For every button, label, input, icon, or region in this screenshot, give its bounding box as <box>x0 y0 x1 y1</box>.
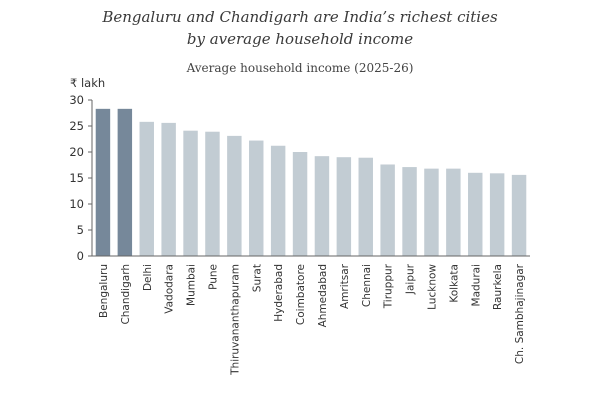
y-tick-label-20: 20 <box>69 145 84 159</box>
x-category-label: Chennai <box>361 264 373 307</box>
x-category-label: Jaipur <box>405 263 417 295</box>
bar-hyderabad <box>270 145 286 256</box>
x-category-label: Chandigarh <box>120 264 132 325</box>
x-category-label: Delhi <box>142 264 154 291</box>
y-tick-label-10: 10 <box>69 197 84 211</box>
y-axis: 0 5 10 15 20 25 30 <box>69 93 93 263</box>
x-category-label: Surat <box>251 264 263 292</box>
bar-jaipur <box>402 167 417 256</box>
chart-subtitle: Average household income (2025-26) <box>186 61 414 75</box>
x-category-label: Coimbatore <box>295 264 307 325</box>
x-category-label: Thiruvananthapuram <box>229 264 241 376</box>
x-category-label: Madurai <box>470 264 482 306</box>
bars-group <box>95 108 527 256</box>
x-category-label: Amritsar <box>339 263 351 309</box>
y-tick-label-15: 15 <box>69 171 84 185</box>
x-category-label: Raurkela <box>492 264 504 310</box>
chart-title-line-1: Bengaluru and Chandigarh are India’s ric… <box>102 8 498 26</box>
bar-bengaluru <box>95 108 111 256</box>
bar-chandigarh <box>117 108 133 256</box>
chart-title: Bengaluru and Chandigarh are India’s ric… <box>0 6 600 50</box>
x-category-label: Ahmedabad <box>317 264 329 327</box>
y-tick-label-30: 30 <box>69 93 84 107</box>
bar-thiruvananthapuram <box>227 135 242 256</box>
y-tick-label-25: 25 <box>69 119 84 133</box>
x-category-label: Bengaluru <box>98 264 110 318</box>
bar-coimbatore <box>292 152 308 256</box>
bar-surat <box>249 140 264 256</box>
bar-kolkata <box>446 168 461 256</box>
bar-chennai <box>358 157 373 256</box>
x-category-label: Ch. Sambhajinagar <box>514 263 526 364</box>
y-tick-label-0: 0 <box>77 249 84 263</box>
bar-mumbai <box>183 130 198 256</box>
bar-amritsar <box>336 157 352 256</box>
bar-madurai <box>468 172 483 256</box>
bar-tiruppur <box>380 164 395 256</box>
bar-ahmedabad <box>314 156 330 256</box>
bar-ch-sambhajinagar <box>511 174 527 256</box>
x-category-label: Tiruppur <box>383 263 395 309</box>
y-tick-label-5: 5 <box>77 223 84 237</box>
bar-raurkela <box>489 173 505 256</box>
x-category-label: Pune <box>207 264 219 290</box>
x-category-label: Vadodara <box>164 264 176 314</box>
x-category-label: Kolkata <box>448 264 460 303</box>
bar-pune <box>205 131 220 256</box>
y-axis-unit-label: ₹ lakh <box>70 76 106 90</box>
x-category-label: Mumbai <box>186 264 198 306</box>
chart-title-line-2: by average household income <box>186 30 414 48</box>
x-category-label: Lucknow <box>426 264 438 310</box>
x-category-label: Hyderabad <box>273 264 285 322</box>
x-axis-labels: Bengaluru Chandigarh Delhi Vadodara Mumbai Pu… <box>98 263 526 376</box>
bar-lucknow <box>424 168 439 256</box>
bar-delhi <box>139 121 154 256</box>
bar-vadodara <box>161 122 176 256</box>
